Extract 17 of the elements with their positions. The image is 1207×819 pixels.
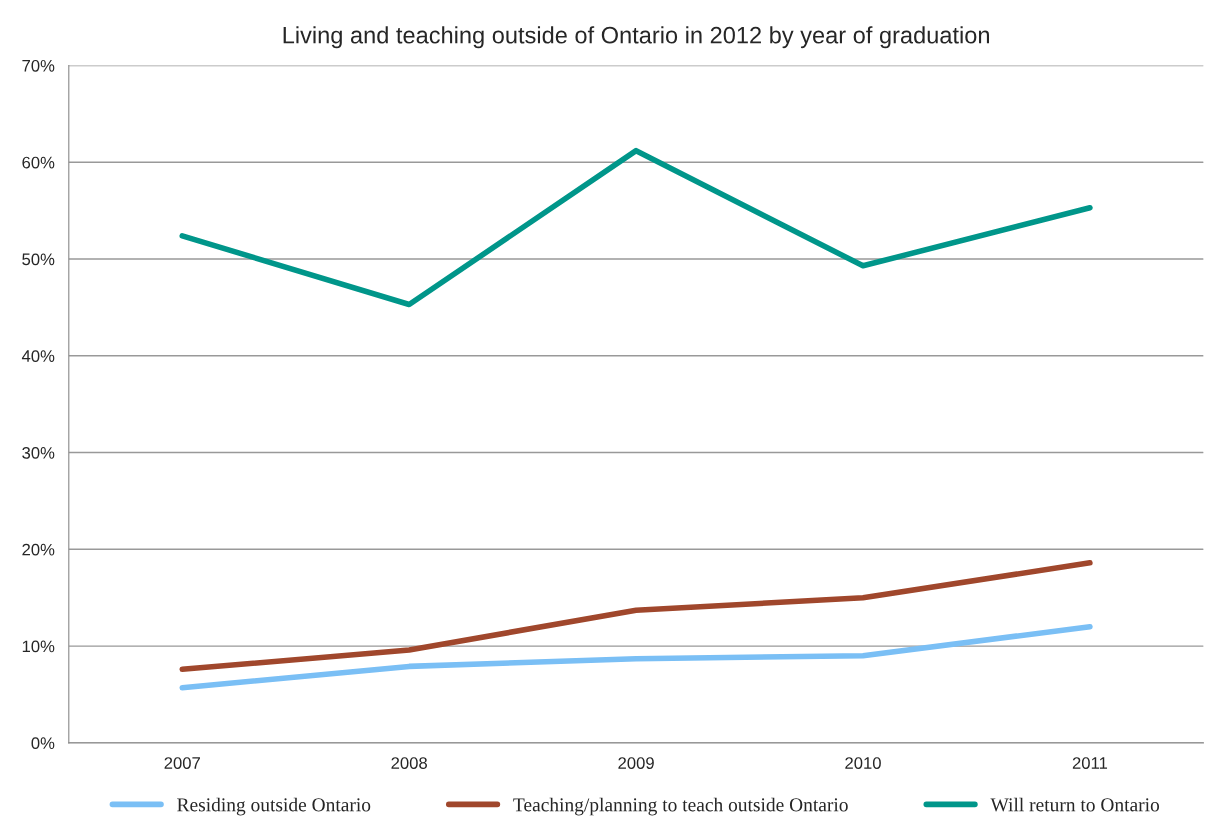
- legend-label: Teaching/planning to teach outside Ontario: [513, 797, 848, 816]
- legend-label: Will return to Ontario: [990, 797, 1160, 812]
- y-tick-label: 50%: [22, 253, 55, 266]
- x-tick-label: 2008: [391, 757, 427, 769]
- y-tick-label: 0%: [31, 737, 55, 750]
- x-tick-label: 2010: [845, 757, 881, 769]
- legend-label: Residing outside Ontario: [177, 797, 371, 816]
- y-tick-label: 70%: [22, 59, 55, 72]
- y-tick-label: 60%: [22, 156, 55, 169]
- x-tick-label: 2009: [618, 757, 654, 769]
- x-tick-label: 2007: [164, 757, 200, 769]
- chart-title: Living and teaching outside of Ontario in 2012 by year of graduation: [283, 26, 989, 49]
- y-tick-label: 40%: [21, 350, 55, 362]
- y-tick-label: 30%: [22, 446, 55, 459]
- x-tick-label: 2011: [1072, 757, 1108, 769]
- y-tick-label: 20%: [22, 543, 55, 556]
- y-tick-label: 10%: [22, 640, 55, 653]
